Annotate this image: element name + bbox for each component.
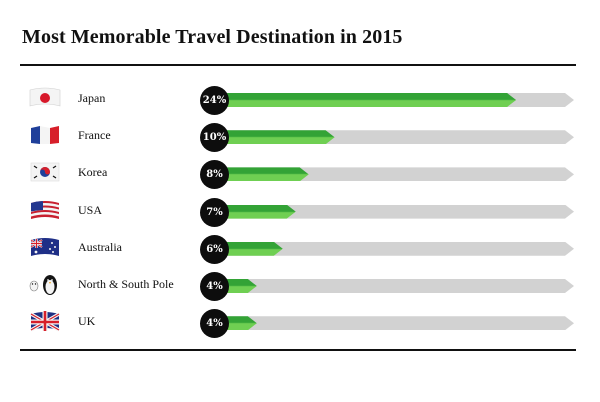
category-label: Korea xyxy=(78,165,108,180)
bar-row: Australia 6% xyxy=(0,232,600,264)
category-label: UK xyxy=(78,314,96,329)
bar-row: UK 4% xyxy=(0,306,600,339)
bar-row: France 10% xyxy=(0,120,600,153)
category-label: North & South Pole xyxy=(78,277,174,291)
bar xyxy=(205,167,309,181)
category-label: Australia xyxy=(78,239,122,254)
value-label: 24% xyxy=(200,86,229,115)
usa-flag-icon xyxy=(28,198,62,222)
bar-track xyxy=(205,205,574,219)
france-flag-icon xyxy=(28,123,62,147)
value-label: 10% xyxy=(200,123,229,153)
uk-flag-icon xyxy=(28,309,62,333)
value-label: 8% xyxy=(200,160,229,190)
bar-row: Japan 24% xyxy=(0,83,600,115)
value-label: 4% xyxy=(200,272,229,301)
category-label: Japan xyxy=(78,91,106,105)
category-label: USA xyxy=(78,202,103,217)
bar-row: Korea 8% xyxy=(0,157,600,190)
top-divider xyxy=(20,64,576,66)
japan-flag-icon xyxy=(28,86,62,110)
bar-track xyxy=(205,279,574,293)
bar xyxy=(205,93,516,107)
value-label: 6% xyxy=(200,234,229,264)
penguin-icon xyxy=(28,272,62,296)
bar-track xyxy=(205,316,574,330)
australia-flag-icon xyxy=(28,235,62,259)
bar-track xyxy=(205,242,574,256)
bar-row: North & South Pole 4% xyxy=(0,269,600,301)
chart-title: Most Memorable Travel Destination in 201… xyxy=(22,26,403,48)
bottom-divider xyxy=(20,349,576,351)
value-label: 4% xyxy=(200,309,229,339)
bar-row: USA 7% xyxy=(0,195,600,227)
bar xyxy=(205,130,335,144)
korea-flag-icon xyxy=(28,160,62,184)
category-label: France xyxy=(78,128,111,143)
value-label: 7% xyxy=(200,197,229,227)
